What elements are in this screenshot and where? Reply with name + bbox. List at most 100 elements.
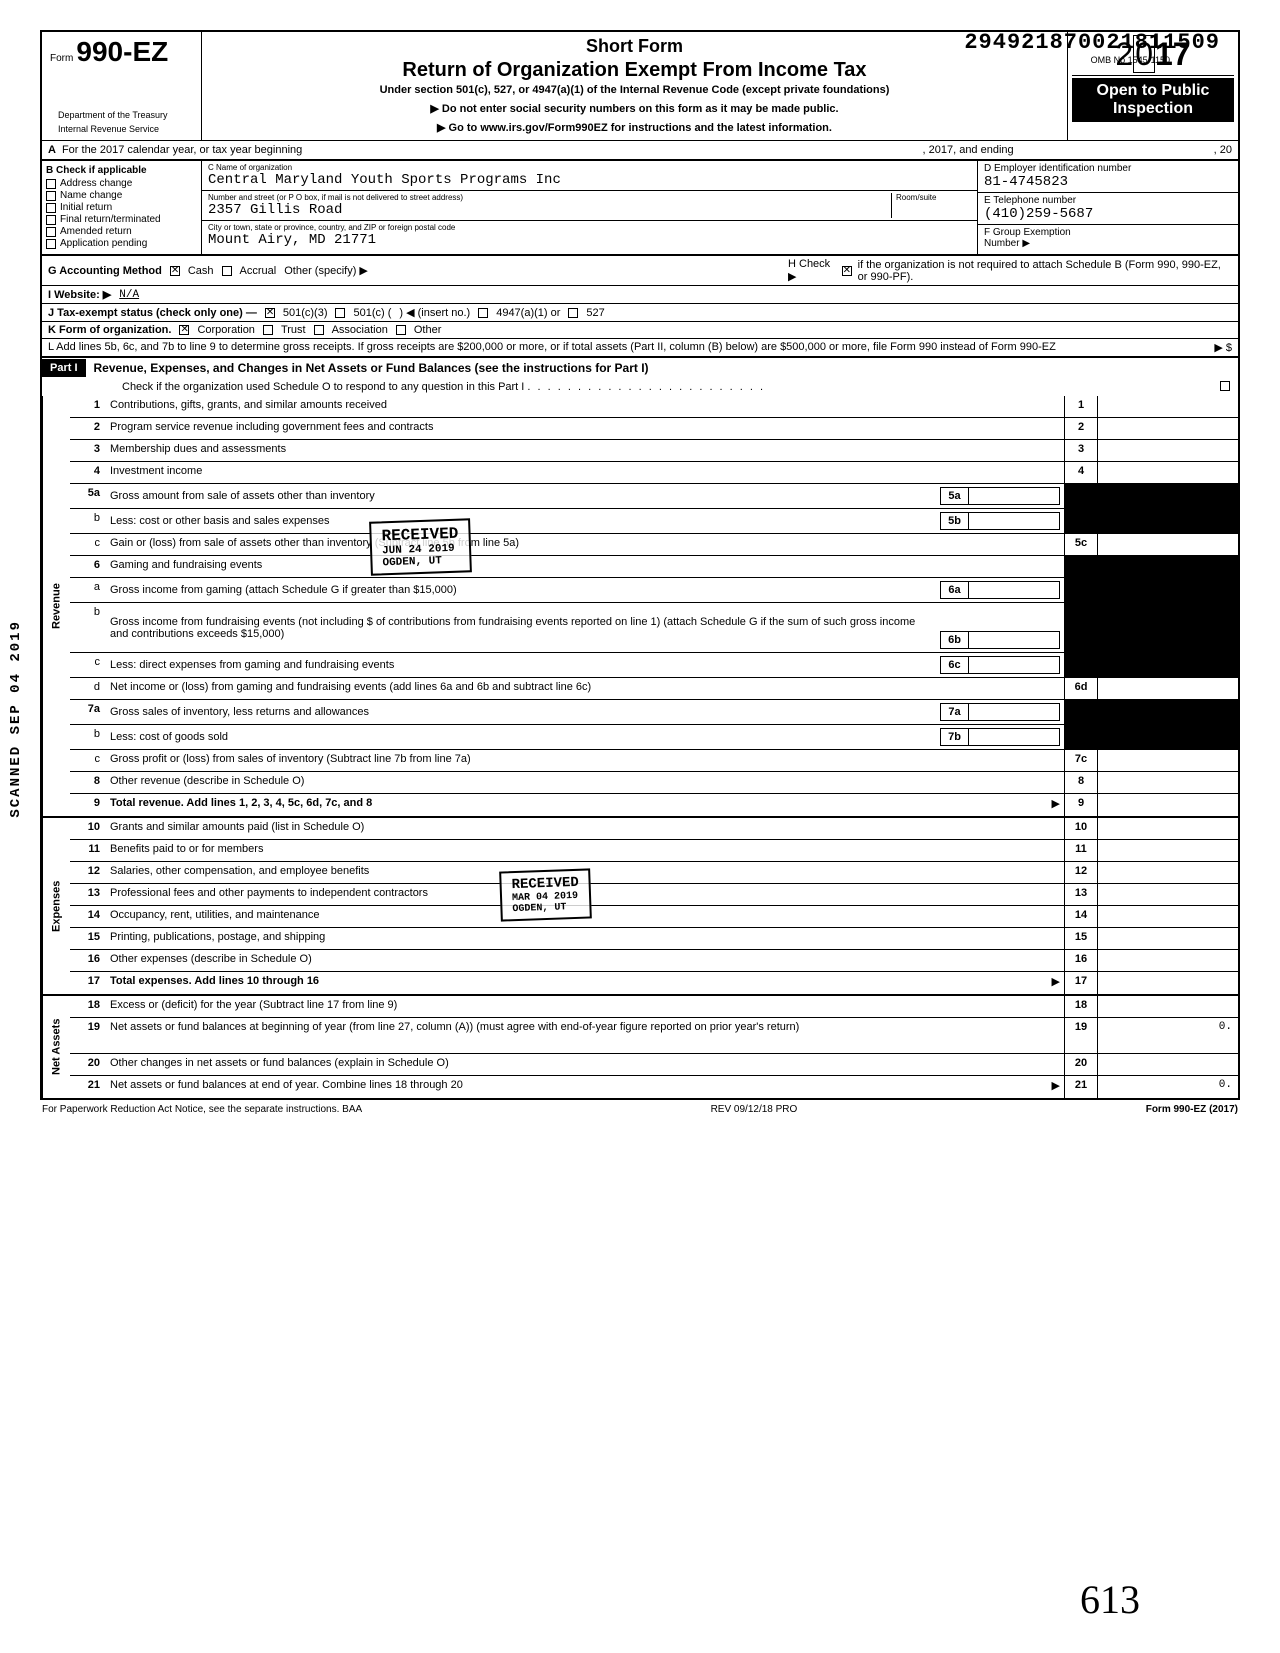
line-15-val[interactable] <box>1098 928 1238 949</box>
line-6d-val[interactable] <box>1098 678 1238 699</box>
footer-mid: REV 09/12/18 PRO <box>711 1104 798 1115</box>
expenses-section: Expenses 10Grants and similar amounts pa… <box>40 818 1240 996</box>
line-8-val[interactable] <box>1098 772 1238 793</box>
instruction-url: ▶ Go to www.irs.gov/Form990EZ for instru… <box>210 121 1059 134</box>
line-11-val[interactable] <box>1098 840 1238 861</box>
line-7b-val[interactable] <box>969 729 1059 745</box>
line-1-val[interactable] <box>1098 396 1238 417</box>
h-text: if the organization is not required to a… <box>858 259 1232 283</box>
line-9-val[interactable] <box>1098 794 1238 816</box>
form-number: 990-EZ <box>76 36 168 67</box>
j-o3: ) ◀ (insert no.) <box>399 306 470 319</box>
dln-stamp: 294921870021811509 <box>964 30 1220 55</box>
cb-cash[interactable] <box>170 266 180 276</box>
line-17-desc: Total expenses. Add lines 10 through 16 <box>110 975 319 987</box>
signature-mark: 613 <box>1080 1576 1140 1623</box>
row-a-tax-year: A For the 2017 calendar year, or tax yea… <box>40 140 1240 159</box>
cb-501c3[interactable] <box>265 308 275 318</box>
line-16-val[interactable] <box>1098 950 1238 971</box>
label-ein: D Employer identification number <box>984 163 1232 174</box>
line-21-val[interactable]: 0. <box>1098 1076 1238 1098</box>
line-11-desc: Benefits paid to or for members <box>110 843 263 855</box>
line-7a-desc: Gross sales of inventory, less returns a… <box>110 706 369 718</box>
line-18-val[interactable] <box>1098 996 1238 1017</box>
k-o2: Trust <box>281 324 306 336</box>
line-13-val[interactable] <box>1098 884 1238 905</box>
main-title: Return of Organization Exempt From Incom… <box>210 59 1059 82</box>
j-o1: 501(c)(3) <box>283 307 328 319</box>
cb-schedule-o[interactable] <box>1220 381 1230 391</box>
l-arrow: ▶ $ <box>1214 341 1232 354</box>
line-6b-desc: Gross income from fundraising events (no… <box>110 616 928 640</box>
line-20-desc: Other changes in net assets or fund bala… <box>110 1057 449 1069</box>
page-footer: For Paperwork Reduction Act Notice, see … <box>40 1100 1240 1119</box>
cb-association[interactable] <box>314 325 324 335</box>
line-6a-val[interactable] <box>969 582 1059 598</box>
label-h: H Check ▶ <box>788 258 836 283</box>
line-6c-desc: Less: direct expenses from gaming and fu… <box>110 659 394 671</box>
label-street: Number and street (or P O box, if mail i… <box>208 193 891 202</box>
line-6b-val[interactable] <box>969 632 1059 648</box>
line-2-desc: Program service revenue including govern… <box>110 421 433 433</box>
line-10-val[interactable] <box>1098 818 1238 839</box>
line-5c-val[interactable] <box>1098 534 1238 555</box>
line-20-val[interactable] <box>1098 1054 1238 1075</box>
line-19-desc: Net assets or fund balances at beginning… <box>110 1021 799 1033</box>
cb-label: Amended return <box>60 226 132 237</box>
line-14-val[interactable] <box>1098 906 1238 927</box>
footer-right: Form 990-EZ (2017) <box>1146 1104 1238 1115</box>
dept-irs: Internal Revenue Service <box>50 122 193 136</box>
cb-4947[interactable] <box>478 308 488 318</box>
section-b-title: B Check if applicable <box>46 165 197 176</box>
j-o5: 527 <box>586 307 604 319</box>
label-j: J Tax-exempt status (check only one) — <box>48 307 257 319</box>
line-5b-val[interactable] <box>969 513 1059 529</box>
line-12-desc: Salaries, other compensation, and employ… <box>110 865 369 877</box>
cb-address-change[interactable] <box>46 179 56 189</box>
cb-501c[interactable] <box>335 308 345 318</box>
side-label-netassets: Net Assets <box>42 996 70 1098</box>
label-phone: E Telephone number <box>984 195 1232 206</box>
cb-amended-return[interactable] <box>46 227 56 237</box>
phone: (410)259-5687 <box>984 206 1232 222</box>
line-17-val[interactable] <box>1098 972 1238 994</box>
cb-527[interactable] <box>568 308 578 318</box>
cb-corporation[interactable] <box>179 325 189 335</box>
line-6-desc: Gaming and fundraising events <box>110 559 262 571</box>
line-2-val[interactable] <box>1098 418 1238 439</box>
label-a: A <box>48 144 56 156</box>
side-label-expenses: Expenses <box>42 818 70 994</box>
other-specify: Other (specify) ▶ <box>284 264 368 277</box>
website-val: N/A <box>119 289 139 301</box>
cb-name-change[interactable] <box>46 191 56 201</box>
line-7a-val[interactable] <box>969 704 1059 720</box>
part1-sub: Check if the organization used Schedule … <box>40 378 1240 396</box>
line-7c-val[interactable] <box>1098 750 1238 771</box>
cb-accrual[interactable] <box>222 266 232 276</box>
subtitle: Under section 501(c), 527, or 4947(a)(1)… <box>210 84 1059 96</box>
line-1-desc: Contributions, gifts, grants, and simila… <box>110 399 387 411</box>
k-o4: Other <box>414 324 442 336</box>
line-13-desc: Professional fees and other payments to … <box>110 887 428 899</box>
label-g: G Accounting Method <box>48 265 162 277</box>
line-15-desc: Printing, publications, postage, and shi… <box>110 931 325 943</box>
line-12-val[interactable] <box>1098 862 1238 883</box>
cb-initial-return[interactable] <box>46 203 56 213</box>
omb-number: OMB No 1545-1150 <box>1091 55 1170 65</box>
rows-g-to-l: G Accounting Method Cash Accrual Other (… <box>40 254 1240 356</box>
line-5a-val[interactable] <box>969 488 1059 504</box>
j-o4: 4947(a)(1) or <box>496 307 560 319</box>
revenue-section: Revenue 1Contributions, gifts, grants, a… <box>40 396 1240 818</box>
instruction-ssn: ▶ Do not enter social security numbers o… <box>210 102 1059 115</box>
cb-label: Application pending <box>60 238 147 249</box>
cb-h[interactable] <box>842 266 852 276</box>
line-4-val[interactable] <box>1098 462 1238 483</box>
line-19-val[interactable]: 0. <box>1098 1018 1238 1053</box>
cb-application-pending[interactable] <box>46 239 56 249</box>
cb-trust[interactable] <box>263 325 273 335</box>
cb-other[interactable] <box>396 325 406 335</box>
label-group-exemption: F Group Exemption <box>984 227 1232 238</box>
cb-final-return[interactable] <box>46 215 56 225</box>
line-6c-val[interactable] <box>969 657 1059 673</box>
line-3-val[interactable] <box>1098 440 1238 461</box>
